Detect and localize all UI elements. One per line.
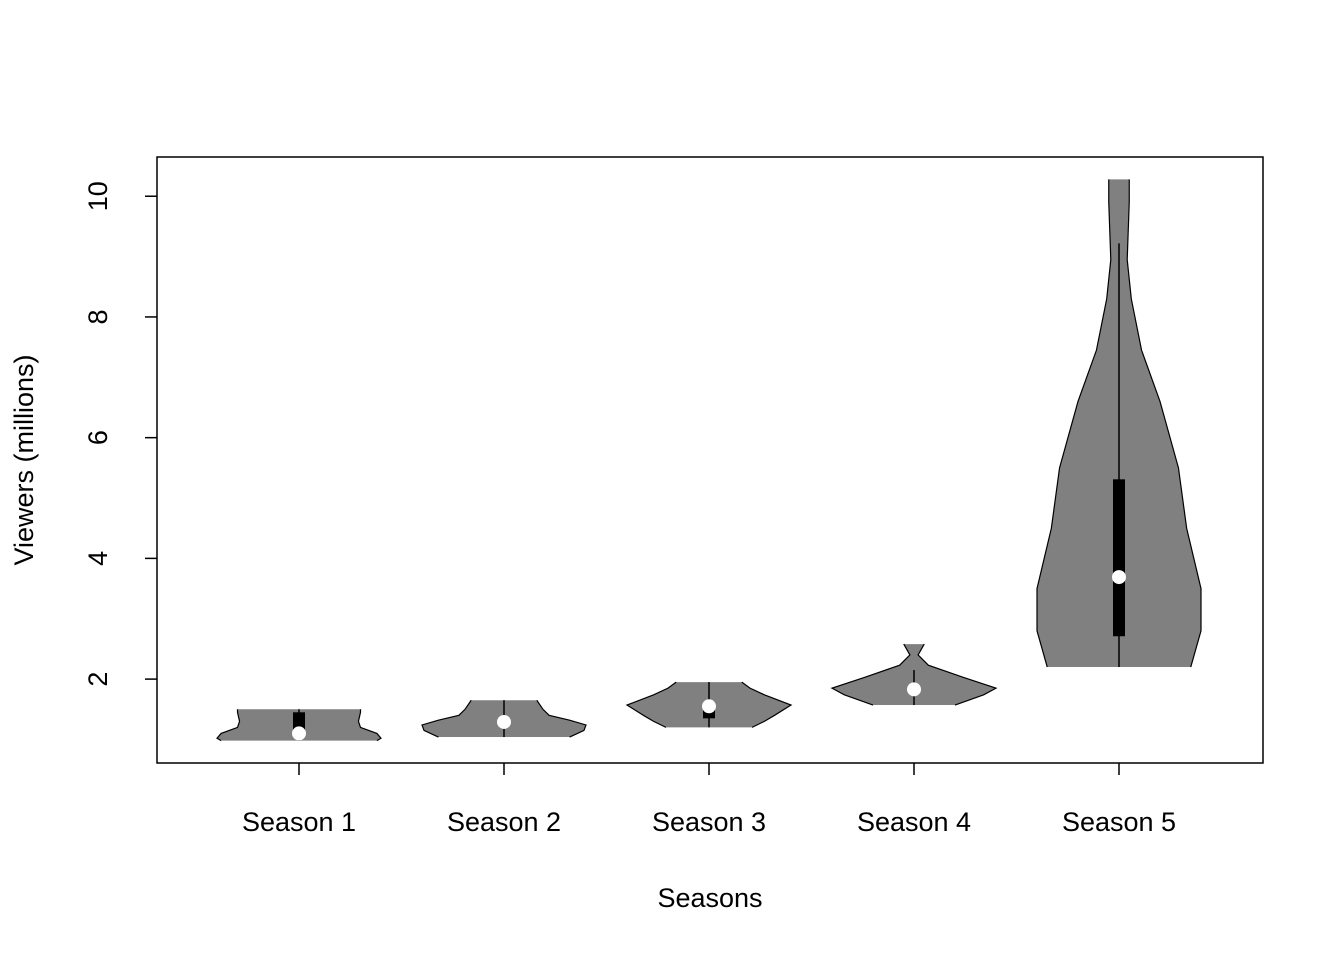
- violin-outline: [625, 681, 677, 728]
- violin-outline: [917, 643, 998, 706]
- x-tick-label: Season 5: [1062, 807, 1176, 837]
- x-tick-label: Season 1: [242, 807, 356, 837]
- x-tick-label: Season 3: [652, 807, 766, 837]
- violin-half: [627, 682, 709, 728]
- x-tick-label: Season 2: [447, 807, 561, 837]
- median: [907, 682, 921, 697]
- violin-half: [217, 709, 299, 741]
- violin-half: [1119, 179, 1201, 668]
- violin-outline: [216, 709, 241, 742]
- violin-outline: [357, 709, 382, 742]
- median: [292, 726, 306, 741]
- violin-outline: [536, 699, 587, 738]
- violin-outline: [830, 643, 911, 706]
- x-axis-label: Seasons: [657, 883, 762, 913]
- violin-outline: [421, 699, 472, 738]
- violin-half: [1037, 179, 1119, 668]
- y-tick-label: 10: [83, 181, 113, 211]
- plot-frame: [156, 156, 1264, 764]
- median: [497, 714, 511, 729]
- violin-outline: [1126, 179, 1202, 668]
- violin-half: [422, 700, 504, 738]
- y-tick-label: 6: [83, 430, 113, 445]
- median: [702, 699, 716, 714]
- y-tick-label: 8: [83, 309, 113, 324]
- violin-outline: [741, 681, 793, 728]
- y-axis-label: Viewers (millions): [9, 354, 39, 565]
- median: [1112, 570, 1126, 585]
- violin-outline: [1036, 179, 1112, 668]
- violin-half: [299, 709, 381, 741]
- y-tick-label: 4: [83, 551, 113, 566]
- box: [1113, 479, 1125, 637]
- violin-half: [709, 682, 791, 728]
- y-tick-label: 2: [83, 672, 113, 687]
- violin-half: [504, 700, 586, 738]
- x-tick-label: Season 4: [857, 807, 971, 837]
